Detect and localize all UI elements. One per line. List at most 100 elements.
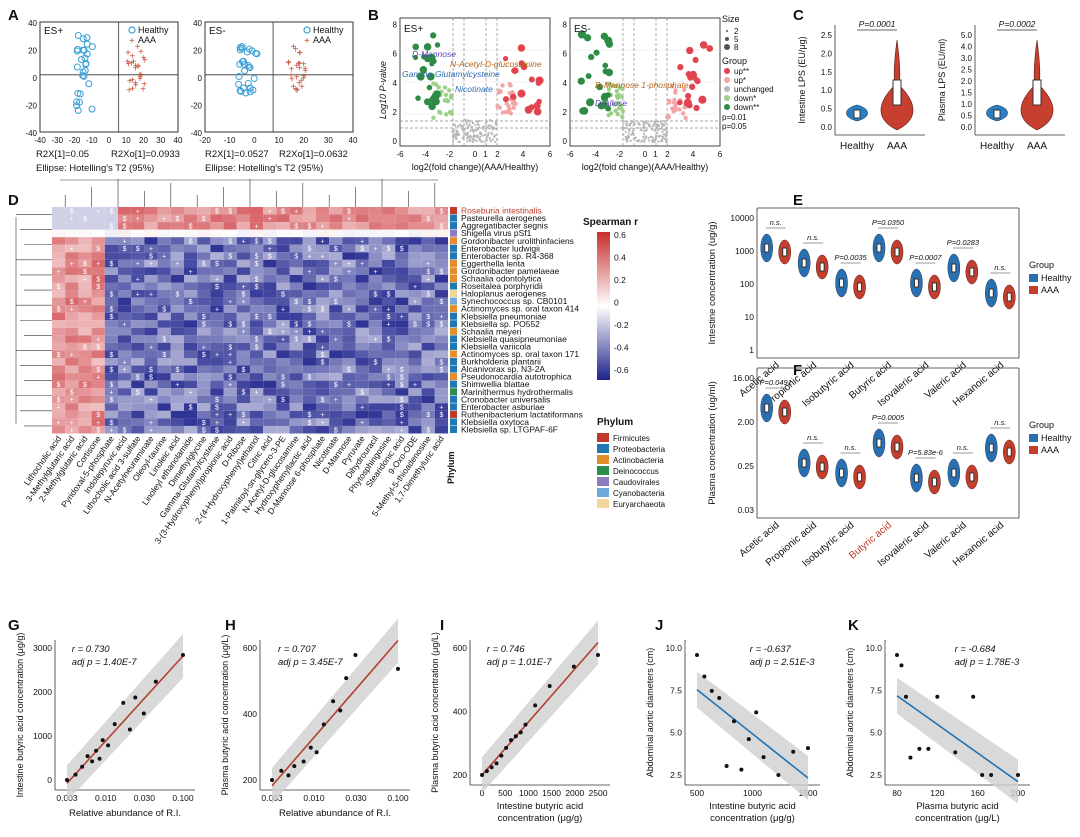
r2xo-caption: R2Xo[1]=0.0632	[279, 149, 348, 160]
heatmap-cell	[91, 222, 105, 230]
heatmap-cell	[65, 290, 79, 298]
heatmap-cell	[131, 365, 145, 374]
unchanged-point	[465, 137, 469, 140]
unchanged-point	[475, 139, 478, 142]
heatmap-cell	[408, 297, 422, 306]
heatmap-cell	[434, 320, 448, 328]
heatmap-cell	[184, 335, 198, 343]
heatmap-cell	[276, 237, 290, 245]
y-tick-label: 0.0	[961, 123, 973, 132]
significance-mark: $	[83, 261, 87, 268]
unchanged-point	[485, 136, 488, 139]
heatmap-cell	[276, 267, 290, 275]
phylum-color-cell	[450, 395, 457, 403]
heatmap-cell	[78, 282, 92, 291]
significance-mark: $	[307, 307, 311, 314]
significance-mark: $	[215, 397, 219, 404]
heatmap-cell	[197, 342, 211, 351]
data-point	[314, 750, 319, 755]
heatmap-cell	[368, 358, 382, 366]
heatmap-cell	[157, 403, 171, 411]
legend-aaa-swatch	[1029, 286, 1038, 294]
plot-title: ES+	[44, 26, 63, 37]
unchanged-point	[465, 133, 468, 137]
x-tick-label: -10	[224, 136, 236, 145]
phylum-color-cell	[450, 274, 457, 282]
heatmap-cell	[276, 229, 290, 238]
heatmap-cell	[289, 365, 303, 374]
unchanged-point	[625, 127, 628, 130]
heatmap-cell	[329, 274, 343, 283]
heatmap-cell	[395, 342, 409, 351]
heatmap-cell	[184, 395, 198, 404]
heatmap-cell	[223, 207, 237, 215]
heatmap-cell	[250, 365, 264, 374]
data-point	[523, 722, 528, 727]
panel-letter-H: H	[225, 617, 236, 634]
data-point	[1016, 773, 1020, 777]
significance-mark: $	[373, 291, 377, 298]
heatmap-cell	[355, 274, 369, 283]
heatmap-cell	[197, 365, 211, 374]
healthy-point	[88, 105, 96, 113]
unchanged-point	[654, 137, 658, 140]
x-tick-label: 40	[349, 136, 358, 145]
unchanged-point	[643, 129, 647, 132]
heatmap-cell	[210, 267, 224, 275]
heatmap-cell	[144, 274, 158, 283]
heatmap-cell	[78, 207, 92, 215]
heatmap-cell	[368, 312, 382, 321]
significance-mark: $	[83, 216, 87, 223]
unchanged-point	[493, 135, 496, 139]
up2-point	[689, 83, 696, 90]
unchanged-point	[642, 135, 645, 139]
down1-point	[606, 81, 611, 87]
heatmap-cell	[144, 365, 158, 374]
aaa-point: +	[131, 57, 137, 68]
unchanged-point	[654, 130, 657, 133]
up1-point	[680, 111, 686, 116]
correlation-r: r = 0.730	[72, 644, 110, 655]
heatmap-cell	[223, 274, 237, 283]
significance-mark: +	[360, 420, 364, 427]
significance-mark: +	[439, 314, 443, 321]
down2-point	[426, 84, 433, 91]
significance-mark: +	[347, 216, 351, 223]
healthy-point	[238, 58, 246, 66]
up2-point	[693, 76, 699, 83]
unchanged-point	[627, 132, 630, 135]
significance-mark: +	[228, 382, 232, 389]
significance-mark: +	[70, 352, 74, 359]
data-point	[596, 653, 600, 657]
heatmap-cell	[104, 320, 118, 328]
heatmap-cell	[223, 327, 237, 336]
down1-point	[446, 88, 452, 93]
heatmap-cell	[78, 327, 92, 336]
heatmap-cell	[91, 207, 105, 215]
heatmap-cell	[157, 350, 171, 358]
unchanged-point	[653, 120, 656, 123]
heatmap-cell	[250, 388, 264, 396]
significance-mark: $	[83, 269, 87, 276]
heatmap-cell	[170, 373, 184, 381]
significance-mark: +	[268, 208, 272, 215]
heatmap-cell	[421, 425, 435, 434]
heatmap-cell	[434, 365, 448, 374]
significance-mark: +	[215, 276, 219, 283]
heatmap-cell	[91, 274, 105, 283]
heatmap-cell	[170, 252, 184, 260]
heatmap-cell	[144, 312, 158, 321]
up2-point	[687, 74, 694, 81]
phylum-color-cell	[450, 222, 457, 230]
heatmap-cell	[91, 380, 105, 389]
significance-label: n.s.	[845, 443, 857, 452]
significance-mark: $	[109, 382, 113, 389]
heatmap-cell	[421, 395, 435, 404]
aaa-point: +	[295, 86, 301, 97]
y-tick-label: 4	[393, 79, 398, 88]
heatmap-cell	[118, 305, 132, 313]
unchanged-point	[451, 119, 454, 122]
significance-mark: +	[307, 254, 311, 261]
data-point	[971, 694, 976, 699]
